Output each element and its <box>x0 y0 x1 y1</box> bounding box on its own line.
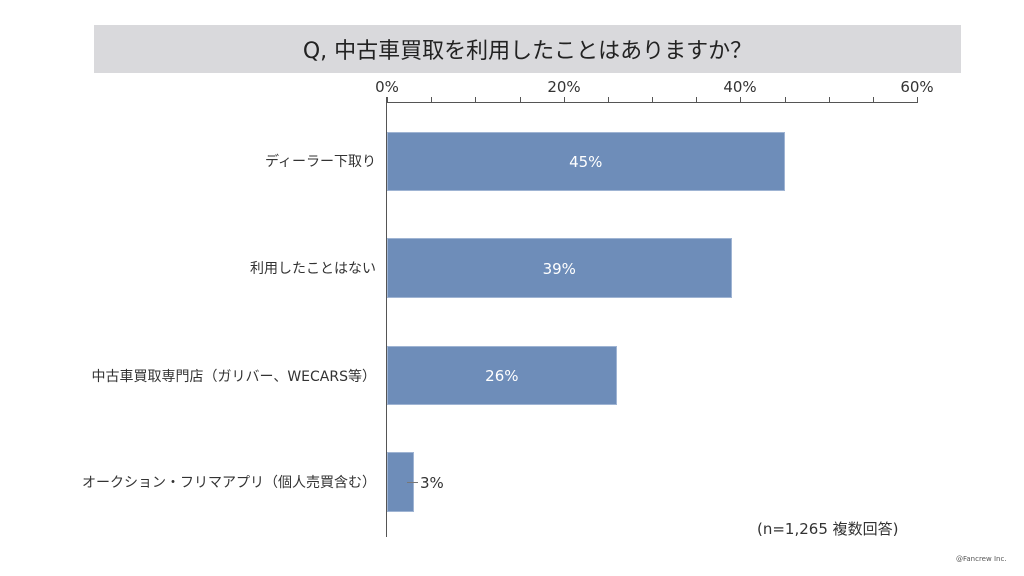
category-label-auction-app: オークション・フリマアプリ（個人売買含む） <box>82 475 376 491</box>
x-axis-tick <box>519 97 521 103</box>
x-axis-tick <box>475 97 477 103</box>
chart-title: Q, 中古車買取を利用したことはありますか？ <box>302 39 753 64</box>
x-tick-label-40: 40% <box>723 78 757 96</box>
x-axis-tick <box>872 97 874 103</box>
x-tick-label-60: 60% <box>900 78 934 96</box>
x-axis-tick <box>828 97 830 103</box>
copyright-text: @Fancrew Inc. <box>956 555 1007 563</box>
x-axis-tick <box>784 97 786 103</box>
bar-never-used <box>387 238 732 298</box>
bar-value-label: 45% <box>569 153 603 171</box>
y-axis-line <box>386 97 387 537</box>
bar-specialist-shop <box>387 346 617 405</box>
x-axis-tick <box>387 97 388 103</box>
x-tick-label-0: 0% <box>375 78 399 96</box>
sample-size-note: (n=1,265 複数回答) <box>757 520 899 538</box>
x-tick-label-20: 20% <box>547 78 581 96</box>
value-leader-line <box>407 482 418 483</box>
category-label-never-used: 利用したことはない <box>250 261 376 277</box>
x-axis-tick <box>431 97 433 103</box>
x-axis-tick <box>563 97 565 103</box>
bar-value-label: 3% <box>420 474 444 492</box>
category-label-dealer-tradein: ディーラー下取り <box>264 154 376 170</box>
chart-title-band: Q, 中古車買取を利用したことはありますか？ <box>94 25 961 73</box>
bar-value-label: 26% <box>485 367 519 385</box>
x-axis-tick <box>652 97 653 103</box>
x-axis-tick <box>696 97 698 103</box>
x-axis-tick <box>607 97 609 103</box>
bar-value-label: 39% <box>542 260 576 278</box>
category-label-specialist-shop: 中古車買取専門店（ガリバー、WECARS等） <box>91 369 376 385</box>
x-axis-tick <box>740 97 742 103</box>
x-axis-tick <box>917 97 918 103</box>
bar-dealer-tradein <box>387 132 785 191</box>
